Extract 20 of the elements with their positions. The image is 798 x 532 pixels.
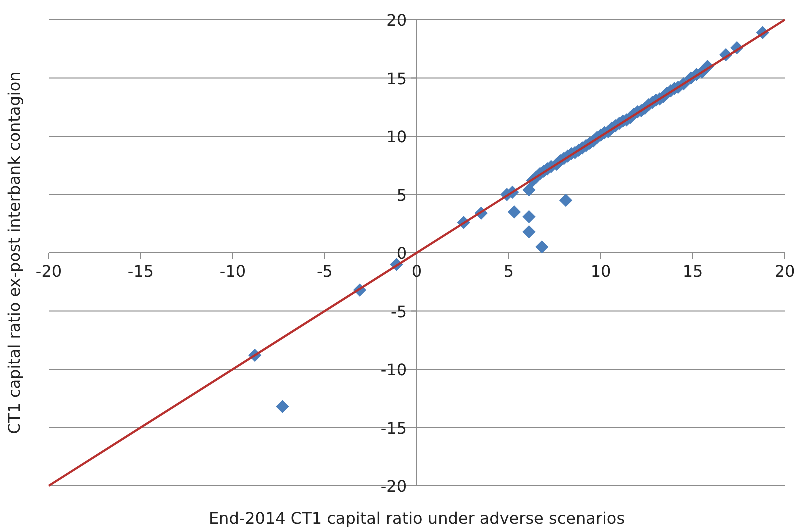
y-tick-label: -5: [391, 302, 407, 322]
x-tick-label: -15: [128, 262, 154, 281]
y-tick-label: 10: [386, 128, 407, 146]
y-tick-label: -15: [380, 418, 407, 438]
x-tick-label: 0: [412, 262, 422, 281]
x-tick-label: 15: [682, 262, 704, 281]
y-tick-label: -20: [380, 477, 407, 496]
x-tick-label: -10: [220, 262, 246, 281]
x-tick-label: -5: [317, 262, 333, 281]
y-axis-title: CT1 capital ratio ex-post interbank contagion: [5, 72, 24, 434]
y-tick-label: 20: [386, 11, 407, 30]
y-tick-label: 15: [386, 69, 407, 88]
y-tick-label: 5: [396, 186, 407, 205]
x-tick-label: 5: [504, 262, 514, 281]
x-tick-label: -20: [36, 262, 62, 281]
x-tick-label: 20: [774, 262, 796, 281]
x-axis-title: End-2014 CT1 capital ratio under adverse scenarios: [208, 509, 626, 528]
y-tick-label: 0: [396, 244, 407, 263]
x-tick-label: 10: [590, 262, 612, 281]
y-tick-label: -10: [380, 360, 407, 380]
